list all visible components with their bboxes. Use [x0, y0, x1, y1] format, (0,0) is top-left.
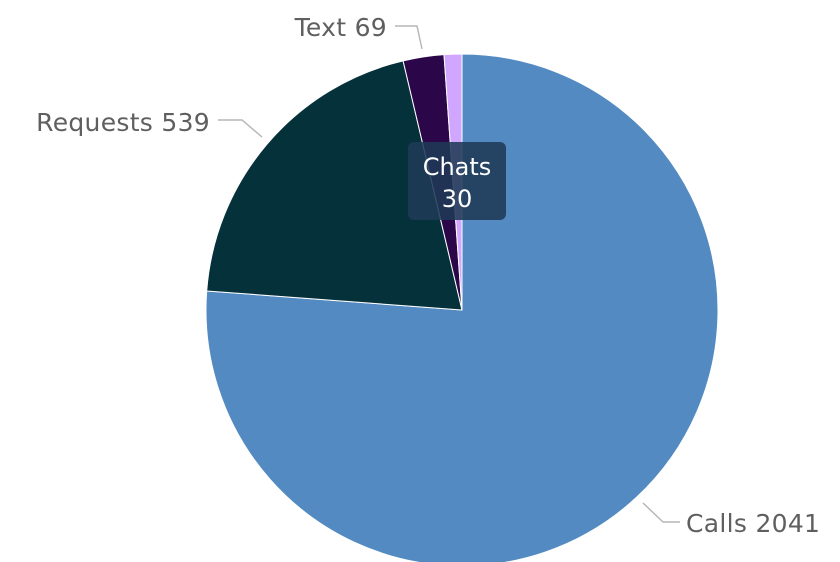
leader-line-calls — [642, 502, 680, 523]
leader-line-text — [395, 25, 423, 50]
label-calls: Calls 2041 — [686, 509, 820, 538]
chats-tooltip: Chats 30 — [408, 142, 506, 220]
tooltip-box — [408, 142, 506, 220]
tooltip-label: Chats — [423, 153, 492, 181]
slice-labels: Calls 2041 Requests 539 Text 69 — [36, 13, 820, 538]
leader-line-requests — [218, 119, 263, 138]
label-requests: Requests 539 — [36, 108, 210, 137]
label-text: Text 69 — [294, 13, 387, 42]
slice-requests[interactable] — [206, 60, 463, 311]
tooltip-value: 30 — [442, 185, 473, 213]
pie-slices — [205, 53, 719, 562]
